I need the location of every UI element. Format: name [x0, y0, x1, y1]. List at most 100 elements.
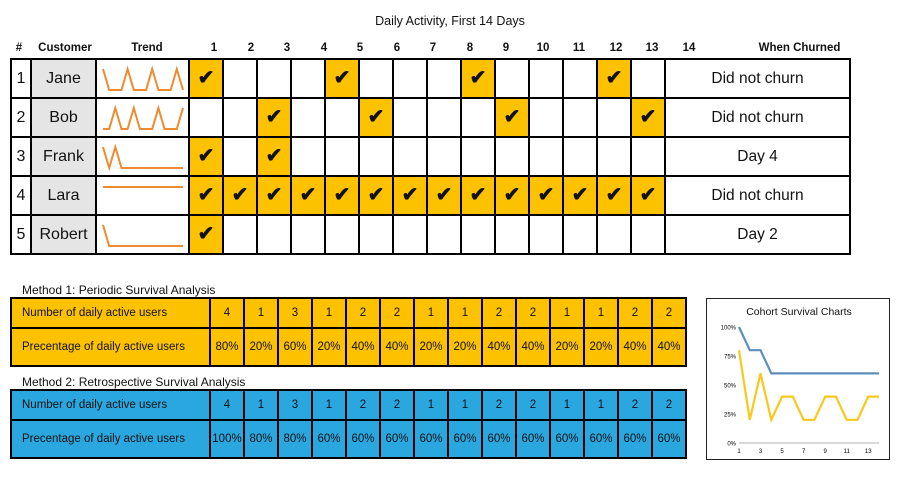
header-day-12: 12: [609, 42, 623, 54]
header-day-13: 13: [645, 42, 659, 54]
value-cell: 2: [379, 297, 415, 329]
day-cell: [256, 58, 292, 99]
value-cell: 20%: [243, 327, 279, 367]
day-cell: ✔: [188, 58, 224, 99]
day-cell: ✔: [460, 175, 496, 216]
value-cell: 60%: [379, 419, 415, 459]
row-label: Number of daily active users: [10, 389, 211, 421]
check-icon: ✔: [469, 67, 487, 89]
trend-line: [102, 65, 184, 91]
day-cell: [494, 214, 530, 255]
day-cell: [392, 97, 428, 138]
value-cell: 2: [379, 389, 415, 421]
day-cell: [324, 136, 360, 177]
y-tick-label: 75%: [724, 355, 737, 361]
day-cell: ✔: [494, 175, 530, 216]
active-users-row: Number of daily active users 4 1 3 1 2 2 1 1 2 2 1 1…: [10, 297, 687, 329]
day-cell: [392, 136, 428, 177]
check-icon: ✔: [333, 184, 351, 206]
header-day-10: 10: [536, 42, 550, 54]
day-cell: ✔: [290, 175, 326, 216]
day-cell: [494, 136, 530, 177]
customer-row: 4 Lara ✔ ✔ ✔ ✔ ✔ ✔ ✔ ✔ ✔ ✔ ✔ ✔ ✔ ✔ Did not churn: [10, 175, 851, 216]
customer-name: Bob: [30, 97, 97, 138]
active-percentage-row: Precentage of daily active users 100% 80% 8…: [10, 419, 687, 459]
day-cell: [222, 97, 258, 138]
value-cell: 60%: [311, 419, 347, 459]
day-cell: [256, 214, 292, 255]
trend-line: [102, 224, 183, 247]
check-icon: ✔: [605, 67, 623, 89]
value-cell: 2: [345, 389, 381, 421]
day-cell: ✔: [188, 214, 224, 255]
header-trend: Trend: [131, 42, 163, 54]
day-cell: [630, 58, 666, 99]
day-cell: ✔: [256, 97, 292, 138]
day-cell: ✔: [324, 58, 360, 99]
value-cell: 60%: [345, 419, 381, 459]
y-tick-label: 0%: [727, 442, 736, 448]
page-title: Daily Activity, First 14 Days: [375, 14, 525, 28]
day-cell: [494, 58, 530, 99]
day-cell: [426, 58, 462, 99]
value-cell: 60%: [277, 327, 313, 367]
header-day-2: 2: [247, 42, 255, 54]
header-day-9: 9: [502, 42, 510, 54]
churn-status: Did not churn: [664, 97, 851, 138]
header-day-4: 4: [320, 42, 328, 54]
y-tick-label: 100%: [721, 326, 737, 332]
day-cell: ✔: [222, 175, 258, 216]
row-index: 4: [10, 175, 32, 216]
value-cell: 2: [481, 297, 517, 329]
value-cell: 2: [515, 389, 551, 421]
trend-sparkline: [95, 97, 190, 138]
day-cell: [290, 58, 326, 99]
row-index: 1: [10, 58, 32, 99]
day-cell: [358, 58, 394, 99]
value-cell: 4: [209, 389, 245, 421]
value-cell: 2: [617, 389, 653, 421]
check-icon: ✔: [367, 184, 385, 206]
header-day-3: 3: [283, 42, 291, 54]
header-when-churned: When Churned: [758, 42, 841, 54]
y-tick-label: 50%: [724, 384, 737, 390]
value-cell: 4: [209, 297, 245, 329]
row-index: 5: [10, 214, 32, 255]
day-cell: [630, 136, 666, 177]
value-cell: 2: [651, 297, 687, 329]
trend-line: [102, 143, 183, 172]
method1-title: Method 1: Periodic Survival Analysis: [22, 283, 216, 297]
day-cell: [324, 214, 360, 255]
x-tick-label: 5: [780, 449, 784, 455]
day-cell: [188, 97, 224, 138]
activity-table: 1 Jane ✔ ✔ ✔ ✔ Did not churn 2 Bob ✔ ✔ ✔ ✔ Did not ch…: [10, 58, 851, 255]
check-icon: ✔: [265, 184, 283, 206]
day-cell: [596, 214, 632, 255]
trend-sparkline: [95, 58, 190, 99]
day-cell: ✔: [596, 175, 632, 216]
day-cell: [596, 97, 632, 138]
value-cell: 80%: [243, 419, 279, 459]
active-users-row: Number of daily active users 4 1 3 1 2 2 1 1 2 2 1 1…: [10, 389, 687, 421]
customer-name: Robert: [30, 214, 97, 255]
x-tick-label: 9: [823, 449, 827, 455]
value-cell: 80%: [277, 419, 313, 459]
header-day-8: 8: [466, 42, 474, 54]
active-percentage-row: Precentage of daily active users 80% 20% 60…: [10, 327, 687, 367]
day-cell: [460, 214, 496, 255]
check-icon: ✔: [367, 106, 385, 128]
x-tick-label: 13: [865, 449, 872, 455]
day-cell: ✔: [188, 136, 224, 177]
value-cell: 20%: [311, 327, 347, 367]
x-tick-label: 7: [802, 449, 806, 455]
header-day-14: 14: [682, 42, 696, 54]
check-icon: ✔: [503, 184, 521, 206]
day-cell: [324, 97, 360, 138]
check-icon: ✔: [605, 184, 623, 206]
value-cell: 20%: [447, 327, 483, 367]
day-cell: [358, 214, 394, 255]
customer-name: Frank: [30, 136, 97, 177]
customer-row: 1 Jane ✔ ✔ ✔ ✔ Did not churn: [10, 58, 851, 99]
x-tick-label: 1: [737, 449, 741, 455]
value-cell: 40%: [651, 327, 687, 367]
